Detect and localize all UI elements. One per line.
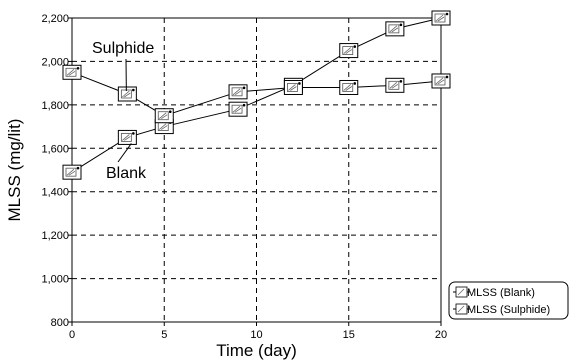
y-tick-label: 800 — [51, 317, 69, 329]
x-tick-label: 0 — [69, 329, 75, 341]
legend-item-mlss-sulphide: MLSS (Sulphide) — [453, 303, 550, 316]
data-point-mlss-blank — [385, 21, 405, 37]
x-tick-label: 5 — [161, 329, 167, 341]
data-point-mlss-blank — [339, 43, 359, 59]
y-tick-label: 1,400 — [41, 187, 69, 199]
legend-item-mlss-blank: MLSS (Blank) — [453, 286, 535, 299]
data-point-mlss-sulphide — [117, 86, 137, 102]
data-point-mlss-blank — [431, 10, 451, 26]
legend-box — [448, 281, 569, 320]
y-tick-label: 1,800 — [41, 100, 69, 112]
x-tick-label: 10 — [250, 329, 262, 341]
legend-label: MLSS (Blank) — [467, 287, 535, 299]
y-tick-label: 2,200 — [41, 13, 69, 25]
annotation-layer: Sulphide Blank — [92, 40, 154, 182]
y-tick-labels: 800 1,000 1,200 1,400 1,600 1,800 2,000 2,200 — [41, 13, 69, 329]
x-tick-label: 20 — [435, 329, 447, 341]
data-point-mlss-sulphide — [385, 77, 405, 93]
data-point-mlss-sulphide — [228, 84, 248, 100]
grid-layer — [72, 18, 441, 322]
data-point-mlss-sulphide — [339, 79, 359, 95]
data-point-mlss-sulphide — [431, 73, 451, 89]
data-point-mlss-blank — [62, 164, 82, 180]
data-point-mlss-blank — [228, 101, 248, 117]
x-tick-label: 15 — [343, 329, 355, 341]
annotation-blank-leader — [117, 143, 132, 163]
data-point-mlss-sulphide — [62, 64, 82, 80]
x-axis-title: Time (day) — [216, 341, 297, 360]
series-layer — [62, 10, 451, 180]
annotation-blank: Blank — [106, 165, 147, 182]
tick-marks — [68, 17, 442, 326]
legend-items: MLSS (Blank) MLSS (Sulphide) — [453, 286, 550, 316]
legend-label: MLSS (Sulphide) — [467, 304, 550, 316]
y-axis-title: MLSS (mg/lit) — [5, 119, 24, 222]
y-tick-label: 1,000 — [41, 274, 69, 286]
data-point-mlss-blank — [117, 129, 137, 145]
data-point-mlss-sulphide — [154, 108, 174, 124]
legend: MLSS (Blank) MLSS (Sulphide) — [448, 281, 569, 320]
annotation-sulphide: Sulphide — [92, 40, 154, 57]
data-point-mlss-sulphide — [283, 79, 303, 95]
y-tick-label: 1,600 — [41, 143, 69, 155]
y-tick-label: 2,000 — [41, 56, 69, 68]
y-tick-label: 1,200 — [41, 230, 69, 242]
x-tick-labels: 0 5 10 15 20 — [69, 329, 447, 341]
